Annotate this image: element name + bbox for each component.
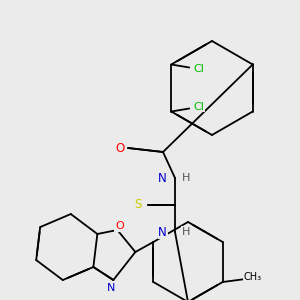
Text: CH₃: CH₃ (244, 272, 262, 282)
Text: Cl: Cl (194, 101, 205, 112)
Text: N: N (158, 172, 167, 184)
Text: S: S (134, 199, 142, 212)
Text: O: O (115, 221, 124, 231)
Text: O: O (116, 142, 124, 154)
Text: Cl: Cl (194, 64, 205, 74)
Text: H: H (182, 173, 190, 183)
Text: H: H (182, 227, 190, 237)
Text: N: N (107, 283, 116, 293)
Text: N: N (158, 226, 167, 238)
